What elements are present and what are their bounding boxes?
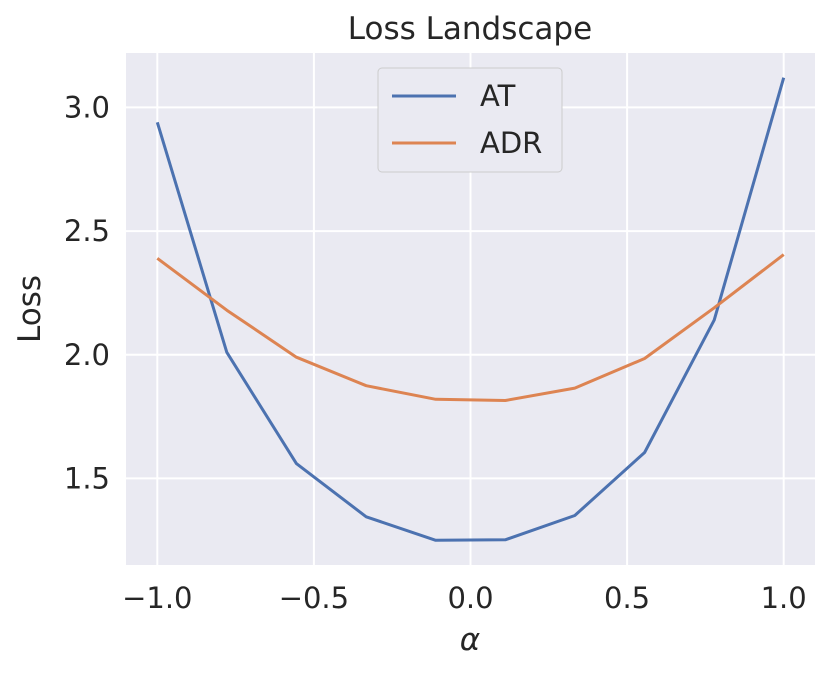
- y-axis-ticks: 1.5 2.0 2.5 3.0: [64, 90, 110, 495]
- legend: AT ADR: [377, 67, 563, 173]
- x-axis-label: α: [460, 622, 480, 658]
- y-tick-label: 2.0: [64, 338, 110, 372]
- y-tick-label: 3.0: [64, 90, 110, 124]
- y-tick-label: 2.5: [64, 214, 110, 248]
- x-tick-label: −1.0: [122, 581, 192, 615]
- legend-label-at: AT: [480, 79, 516, 113]
- y-tick-label: 1.5: [64, 461, 110, 495]
- legend-box: [377, 67, 563, 173]
- x-tick-label: −0.5: [279, 581, 349, 615]
- series-line-at: [155, 77, 786, 542]
- x-tick-label: 0.5: [604, 581, 650, 615]
- series-lines: [155, 77, 786, 542]
- x-tick-label: 1.0: [761, 581, 807, 615]
- legend-label-adr: ADR: [480, 126, 542, 160]
- y-axis-label: Loss: [12, 275, 48, 343]
- series-line-adr: [156, 253, 785, 402]
- chart-title: Loss Landscape: [348, 11, 592, 47]
- x-tick-label: 0.0: [447, 581, 493, 615]
- x-axis-ticks: −1.0 −0.5 0.0 0.5 1.0: [122, 581, 807, 615]
